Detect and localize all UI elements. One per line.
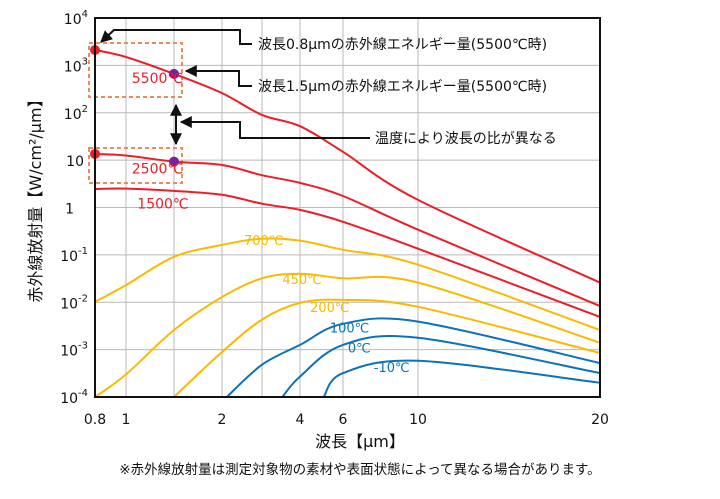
annotation-0.8um: 波長0.8μmの赤外線エネルギー量(5500℃時) (258, 37, 547, 53)
curve-label: 5500℃ (132, 71, 183, 87)
arrow-1.5um (184, 65, 252, 87)
x-tick-label: 0.8 (84, 412, 106, 428)
x-tick-label: 20 (591, 412, 609, 428)
curve-label: -10℃ (374, 361, 410, 376)
highlight-box (88, 42, 183, 98)
footnote: ※赤外線放射量は測定対象物の素材や表面状態によって異なる場合があります。 (119, 462, 601, 478)
x-tick-labels: 0.8 1 2 4 6 10 20 (84, 412, 609, 428)
curve-label: 0℃ (348, 341, 371, 356)
y-tick-label: 102 (64, 104, 88, 123)
y-tick-label: 104 (64, 9, 88, 28)
y-tick-label: 10-4 (60, 388, 88, 407)
y-tick-label: 10-2 (60, 293, 88, 312)
curve-200c (173, 298, 601, 398)
curve-0c (281, 335, 601, 398)
curve-label: 2500℃ (132, 162, 183, 178)
curve-5500c (94, 49, 601, 284)
curve-label: 200℃ (310, 301, 349, 316)
y-tick-label: 103 (64, 56, 88, 75)
curve-2500c (94, 153, 601, 308)
curves (94, 49, 601, 398)
marker-2500-1.5 (169, 156, 179, 167)
x-tick-label: 1 (122, 412, 131, 428)
curve-450c (94, 272, 601, 398)
grid (95, 17, 600, 398)
curve-700c (94, 237, 601, 331)
x-tick-label: 10 (409, 412, 427, 428)
curve-labels: 5500℃ 2500℃ 1500℃ 700℃ 450℃ 200℃ 100℃ 0℃-10℃ (132, 71, 410, 376)
x-axis-label: 波長【μm】 (315, 432, 405, 451)
y-tick-label: 10 (66, 154, 84, 170)
marker-5500-1.5 (169, 68, 179, 79)
curve-label: 700℃ (244, 234, 283, 249)
y-tick-label: 1 (65, 202, 74, 218)
curve-100c (226, 317, 601, 398)
arrow-ratio (179, 116, 370, 139)
curve-1500c (94, 187, 601, 318)
highlight-boxes (88, 42, 183, 184)
arrow-0.8um (100, 29, 252, 45)
annotation-1.5um: 波長1.5μmの赤外線エネルギー量(5500℃時) (258, 79, 547, 95)
x-tick-label: 4 (296, 412, 305, 428)
x-tick-label: 2 (218, 412, 227, 428)
y-axis-label: 赤外線放射量【W/cm²/μm】 (26, 91, 45, 303)
annotation-arrows (100, 29, 370, 146)
y-tick-label: 10-3 (60, 341, 88, 360)
curve--10c (322, 359, 601, 398)
y-tick-label: 10-1 (60, 246, 88, 265)
highlight-box (88, 147, 183, 184)
annotation-ratio: 温度により波長の比が異なる (375, 131, 557, 147)
curve-label: 450℃ (282, 273, 321, 288)
x-tick-label: 6 (339, 412, 348, 428)
curve-label: 100℃ (330, 321, 369, 336)
plot-frame (94, 17, 601, 398)
curve-label: 1500℃ (137, 197, 188, 213)
annotation-texts: 波長0.8μmの赤外線エネルギー量(5500℃時) 波長1.5μmの赤外線エネル… (258, 37, 557, 147)
